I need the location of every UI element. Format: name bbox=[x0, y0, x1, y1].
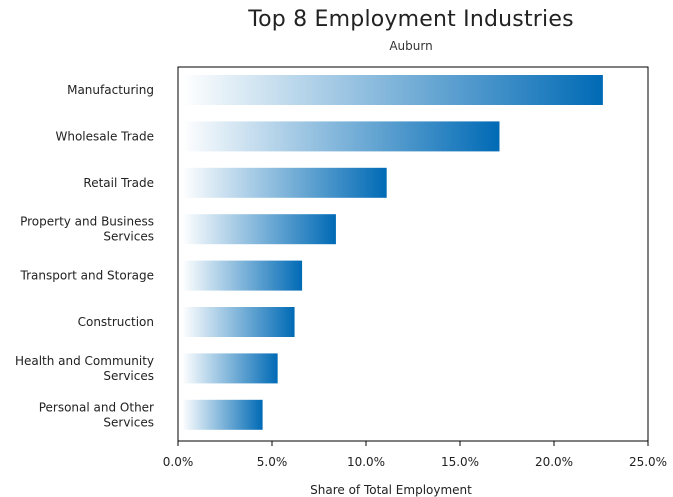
x-axis-title: Share of Total Employment bbox=[310, 483, 472, 497]
bar-2 bbox=[182, 167, 387, 198]
plot-border bbox=[177, 66, 649, 442]
bar-4 bbox=[182, 260, 303, 291]
x-tick-label-5: 25.0% bbox=[629, 455, 667, 469]
category-label-6-line-1: Services bbox=[103, 369, 154, 383]
chart-title: Top 8 Employment Industries bbox=[248, 7, 574, 32]
bar-3 bbox=[182, 214, 336, 245]
category-label-6-line-0: Health and Community bbox=[15, 354, 154, 368]
category-label-4: Transport and Storage bbox=[20, 269, 154, 283]
category-label-7-line-0: Personal and Other bbox=[39, 400, 154, 414]
bar-5 bbox=[182, 307, 295, 337]
category-label-0: Manufacturing bbox=[67, 83, 154, 97]
bar-1 bbox=[182, 121, 500, 152]
chart-subtitle: Auburn bbox=[389, 39, 433, 53]
x-tick-label-1: 5.0% bbox=[257, 455, 288, 469]
x-tick-label-4: 20.0% bbox=[535, 455, 573, 469]
plot-area bbox=[177, 66, 649, 442]
category-label-3-line-1: Services bbox=[103, 230, 154, 244]
bar-6 bbox=[182, 353, 278, 384]
x-tick-label-0: 0.0% bbox=[163, 455, 194, 469]
category-label-7-line-1: Services bbox=[103, 415, 154, 429]
x-axis: 0.0% 5.0% 10.0% 15.0% 20.0% 25.0% bbox=[163, 441, 667, 469]
x-tick-label-2: 10.0% bbox=[347, 455, 385, 469]
title-area: Top 8 Employment Industries Auburn bbox=[0, 0, 673, 60]
category-label-3-line-0: Property and Business bbox=[20, 215, 154, 229]
bar-7 bbox=[182, 399, 263, 430]
category-labels: Manufacturing Wholesale Trade Retail Trade… bbox=[15, 83, 154, 429]
category-label-2: Retail Trade bbox=[83, 176, 154, 190]
x-tick-label-3: 15.0% bbox=[441, 455, 479, 469]
category-label-5: Construction bbox=[78, 315, 154, 329]
bars bbox=[182, 75, 603, 430]
category-label-1: Wholesale Trade bbox=[55, 129, 154, 143]
bar-0 bbox=[182, 75, 603, 105]
